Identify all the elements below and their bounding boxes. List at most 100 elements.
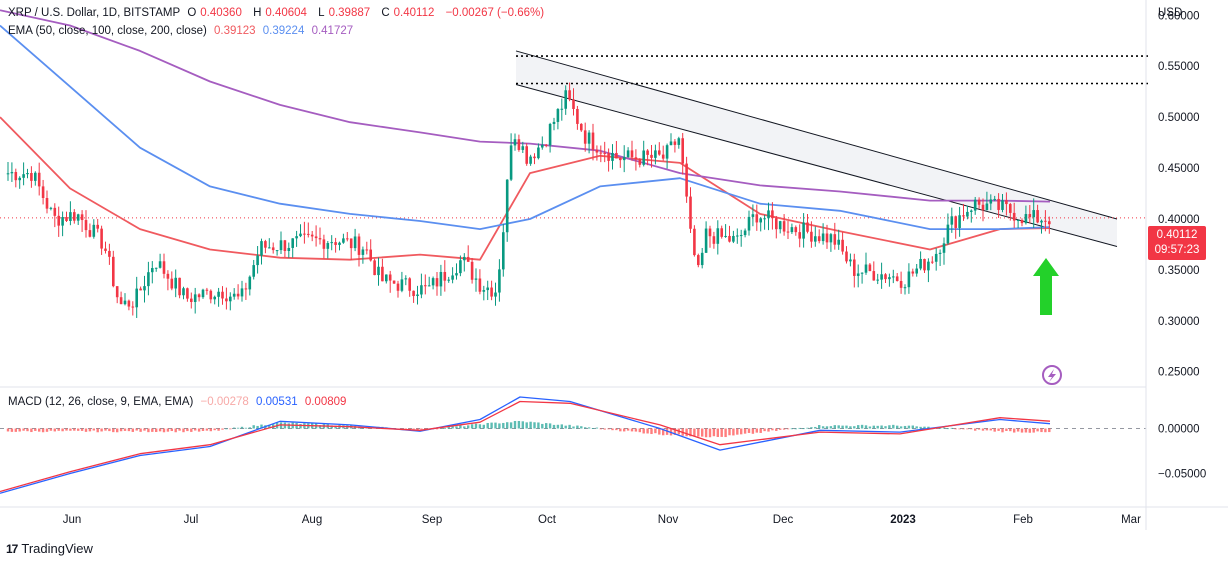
tradingview-brand[interactable]: 17 TradingView [6,541,93,556]
macd-histogram-bar [599,428,602,430]
time-tick-label: Aug [302,514,322,526]
macd-histogram-bar [915,426,918,429]
macd-histogram-bar [584,427,587,429]
candle-body [1020,220,1024,224]
ema-line-ema-50 [0,116,1051,261]
macd-histogram-bar [946,428,950,430]
macd-histogram-bar [876,425,879,429]
macd-histogram-bar [455,426,458,429]
candle-body [786,231,790,233]
candle-body [119,297,123,305]
macd-histogram-bar [299,424,302,429]
open-label: O [187,7,197,19]
macd-histogram-bar [704,428,708,438]
macd-histogram-bar [825,426,829,429]
candle-body [720,228,723,237]
macd-histogram-bar [1009,428,1012,432]
macd-histogram-bar [260,424,263,429]
price-tick-label: 0.55000 [1158,61,1200,73]
candle-body [338,242,341,245]
candle-body [412,290,415,297]
candle-body [147,272,150,287]
candle-body [314,236,318,239]
candle-body [950,216,954,225]
candle-body [1001,200,1004,210]
candle-body [958,215,961,228]
candle-body [915,268,918,274]
candle-body [37,172,41,187]
candle-body [135,288,138,308]
candle-body [279,240,283,251]
macd-histogram-bar [135,428,138,431]
macd-histogram-bar [233,427,236,429]
macd-histogram-bar [96,428,99,433]
macd-histogram-bar [587,427,591,429]
candle-body [615,152,618,159]
candle-body [603,152,606,154]
macd-histogram-bar [490,422,493,429]
candle-body [275,250,279,252]
candle-body [751,214,755,217]
macd-histogram-bar [467,425,470,429]
candle-body [697,255,700,266]
candle-body [248,276,252,290]
candle-body [1024,214,1028,224]
macd-histogram-bar [190,428,193,432]
macd-histogram-bar [420,428,423,430]
close-label: C [381,7,390,19]
macd-histogram-bar [899,426,903,429]
macd-histogram-bar [1016,428,1020,432]
macd-histogram-bar [595,427,599,429]
candle-body [743,230,747,236]
up-arrow-icon [1033,258,1059,315]
macd-histogram-bar [658,428,661,435]
candle-body [681,138,684,164]
candle-body [810,231,813,242]
macd-histogram-bar [989,428,992,431]
macd-histogram-bar [201,428,205,431]
candle-body [1005,200,1008,205]
candle-body [139,288,142,291]
macd-histogram-bar [732,428,735,436]
macd-histogram-bar [638,428,641,433]
candle-body [420,285,423,295]
candle-body [790,227,794,233]
candle-body [232,293,236,297]
candle-body [466,256,470,262]
macd-histogram-bar [740,428,743,435]
macd-histogram-bar [494,422,497,429]
macd-histogram-bar [810,427,813,429]
macd-histogram-bar [26,428,29,432]
candle-body [225,298,228,302]
candle-body [860,272,864,274]
candle-body [264,241,267,248]
candle-body [1016,220,1020,222]
macd-histogram-bar [1013,428,1016,433]
candle-body [470,261,474,280]
macd-histogram-bar [798,427,801,429]
candle-body [755,214,759,223]
low-label: L [318,7,325,19]
candle-body [763,218,766,220]
macd-histogram-bar [139,428,142,432]
macd-histogram-bar [205,428,209,431]
candle-body [626,150,630,158]
candle-body [619,158,622,161]
candle-body [459,260,462,274]
candle-body [700,252,704,266]
macd-histogram-bar [240,426,244,429]
candle-body [946,224,950,244]
candle-body [529,156,532,164]
candle-body [934,253,938,262]
macd-histogram-bar [806,427,809,429]
macd-histogram-bar [1048,428,1051,433]
candle-body [607,153,610,161]
macd-histogram-bar [970,428,973,430]
candle-body [357,236,361,255]
macd-histogram-bar [591,428,595,429]
candle-body [782,221,786,232]
macd-histogram-bar [123,428,127,431]
macd-histogram-bar [268,424,271,429]
time-tick-label: Jul [184,514,199,526]
